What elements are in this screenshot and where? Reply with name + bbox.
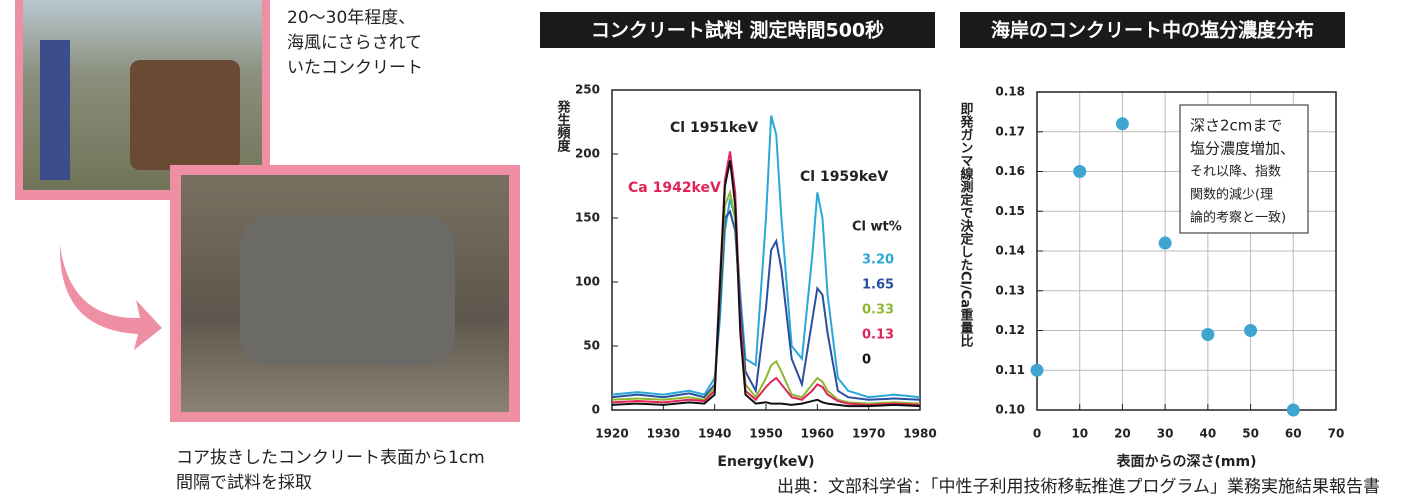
y-axis-label: 即発ガンマ線測定で決定したCl/Ca重量比 (958, 102, 975, 348)
y-tick-label: 50 (583, 339, 600, 353)
y-tick-label: 150 (575, 211, 600, 225)
caption: コア抜きしたコンクリート表面から1cm (176, 448, 485, 468)
annotation: Cl 1951keV (670, 120, 758, 136)
y-tick-label: 0.16 (995, 164, 1025, 178)
legend-entry: 0 (862, 353, 871, 368)
y-tick-label: 200 (575, 147, 600, 161)
note-box (1179, 104, 1309, 234)
chart-title: 海岸のコンクリート中の塩分濃度分布 (991, 19, 1314, 42)
plot-frame (611, 89, 921, 411)
point (1115, 117, 1129, 131)
x-tick-label: 1940 (698, 427, 731, 441)
legend-entry: 0.33 (862, 303, 894, 318)
photo-object (130, 60, 240, 170)
chart-title: コンクリート試料 測定時間500秒 (591, 19, 884, 42)
x-tick-label: 10 (1071, 427, 1088, 441)
annotation: Ca 1942keV (628, 180, 721, 196)
arrow (59, 245, 162, 350)
line (611, 160, 921, 408)
y-tick-label: 0.10 (995, 403, 1025, 417)
x-tick-label: 30 (1157, 427, 1174, 441)
x-axis-label: 表面からの深さ(mm) (1116, 453, 1257, 470)
y-tick-label: 100 (575, 275, 600, 289)
y-tick-label: 0.18 (995, 85, 1025, 99)
y-tick-label: 0 (592, 403, 600, 417)
point (1244, 324, 1258, 337)
caption: 間隔で試料を採取 (176, 473, 312, 493)
y-tick-label: 0.14 (995, 244, 1025, 258)
line (611, 151, 921, 406)
y-tick-label: 0.15 (995, 204, 1025, 218)
annotation: Cl 1959keV (800, 169, 888, 185)
legend-title: Cl wt% (852, 220, 902, 235)
legend-entry: 0.13 (862, 328, 894, 343)
caption: 20〜30年程度、 (287, 8, 415, 28)
point (1286, 403, 1300, 417)
y-axis-label: 発生頻度 (555, 99, 572, 153)
photo-object (240, 215, 455, 365)
caption: 海風にさらされて (287, 33, 422, 53)
x-tick-label: 1960 (801, 427, 834, 441)
title-bar (960, 12, 1345, 48)
note-line: 塩分濃度増加、 (1190, 140, 1295, 158)
x-axis-label: Energy(keV) (717, 454, 814, 470)
y-tick-label: 0.12 (995, 323, 1025, 337)
y-tick-label: 0.17 (995, 124, 1025, 138)
y-tick-label: 250 (575, 83, 600, 97)
source: 出典：文部科学省：「中性子利用技術移転推進プログラム」業務実施結果報告書 (777, 477, 1380, 497)
y-tick-label: 0.13 (995, 283, 1025, 297)
line (611, 188, 921, 405)
point (1073, 165, 1087, 178)
x-tick-label: 1930 (647, 427, 680, 441)
x-tick-label: 1980 (903, 427, 936, 441)
note-line: それ以降、指数 (1190, 165, 1281, 180)
point (1158, 236, 1172, 250)
line (611, 209, 921, 401)
x-tick-label: 50 (1242, 427, 1259, 441)
plot-frame (1036, 91, 1337, 411)
x-tick-label: 1950 (749, 427, 782, 441)
x-tick-label: 70 (1328, 427, 1345, 441)
point (1030, 363, 1044, 377)
y-tick-label: 0.11 (995, 363, 1025, 377)
note-line: 論的考察と一致) (1190, 210, 1286, 226)
line (611, 115, 921, 399)
legend-entry: 1.65 (862, 278, 894, 293)
x-tick-label: 40 (1200, 427, 1217, 441)
note-line: 深さ2cmまで (1190, 117, 1282, 135)
legend-entry: 3.20 (862, 253, 894, 268)
title-bar (540, 12, 935, 48)
note-line: 関数的減少(理 (1190, 187, 1273, 203)
photo-object (40, 40, 70, 180)
x-tick-label: 20 (1114, 427, 1131, 441)
caption: いたコンクリート (287, 58, 423, 78)
x-tick-label: 60 (1285, 427, 1302, 441)
point (1201, 327, 1215, 341)
x-tick-label: 1920 (595, 427, 628, 441)
x-tick-label: 0 (1033, 427, 1041, 441)
x-tick-label: 1970 (852, 427, 885, 441)
